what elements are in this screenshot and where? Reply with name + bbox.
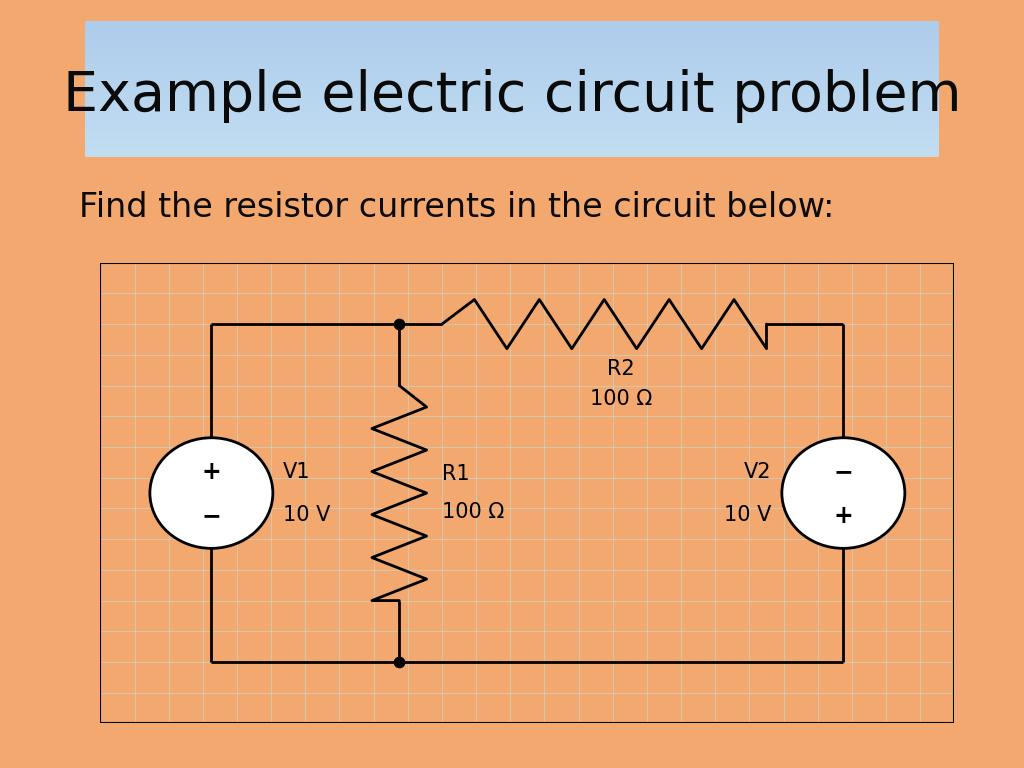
Text: V1: V1 bbox=[283, 462, 310, 482]
Text: +: + bbox=[202, 460, 221, 485]
Text: R2: R2 bbox=[607, 359, 635, 379]
Circle shape bbox=[150, 438, 272, 548]
Text: +: + bbox=[834, 504, 853, 528]
Text: Find the resistor currents in the circuit below:: Find the resistor currents in the circui… bbox=[79, 191, 835, 223]
Point bbox=[391, 318, 408, 330]
Text: 100 Ω: 100 Ω bbox=[590, 389, 652, 409]
Point bbox=[391, 656, 408, 668]
Text: R1: R1 bbox=[442, 464, 470, 484]
Text: Example electric circuit problem: Example electric circuit problem bbox=[62, 69, 962, 123]
Text: 100 Ω: 100 Ω bbox=[442, 502, 504, 522]
Text: −: − bbox=[202, 504, 221, 528]
Text: 10 V: 10 V bbox=[283, 505, 331, 525]
Circle shape bbox=[782, 438, 905, 548]
Text: −: − bbox=[834, 460, 853, 485]
Text: 10 V: 10 V bbox=[724, 505, 772, 525]
Text: V2: V2 bbox=[744, 462, 772, 482]
